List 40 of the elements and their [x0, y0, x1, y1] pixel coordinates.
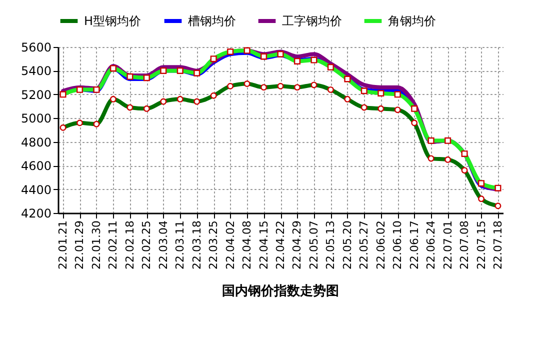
x-tick-label: 22.04.22 — [274, 220, 287, 270]
text: 国内钢价指数走势图 — [222, 282, 339, 299]
x-tick-label: 22.07.18 — [491, 220, 504, 270]
x-tick-label: 22.06.10 — [391, 220, 404, 270]
y-tick-label: 4600 — [20, 159, 52, 174]
x-tick-label: 22.02.18 — [123, 220, 136, 270]
legend-label: H型钢均价 — [84, 14, 142, 28]
legend-label: 工字钢均价 — [282, 14, 342, 28]
x-tick-label: 22.04.29 — [290, 220, 304, 270]
x-tick-label: 22.06.17 — [408, 220, 421, 270]
x-tick-label: 22.05.07 — [307, 220, 320, 270]
x-tick-label: 22.07.08 — [458, 220, 472, 270]
x-tick-label: 22.01.29 — [73, 220, 86, 270]
y-tick-label: 5600 — [20, 40, 52, 54]
y-tick-label: 5200 — [20, 88, 52, 102]
x-tick-label: 22.05.27 — [358, 220, 371, 270]
x-tick-label: 22.02.25 — [140, 220, 154, 270]
x-tick-label: 22.04.02 — [224, 220, 237, 270]
x-tick-label: 22.07.01 — [441, 220, 454, 270]
x-tick-label: 22.06.24 — [424, 220, 438, 270]
legend-label: 槽钢均价 — [188, 14, 236, 28]
x-tick-label: 22.03.11 — [174, 220, 187, 270]
y-tick-label: 5000 — [20, 112, 52, 126]
x-tick-label: 22.03.04 — [156, 220, 170, 270]
x-tick-label: 22.06.02 — [374, 220, 388, 270]
legend-label: 角钢均价 — [388, 14, 436, 28]
x-tick-label: 22.07.15 — [474, 220, 488, 270]
x-tick-label: 22.05.20 — [340, 220, 354, 270]
x-tick-label: 22.05.13 — [324, 220, 338, 270]
y-tick-label: 5400 — [20, 64, 52, 78]
x-tick-label: 22.01.21 — [56, 220, 70, 270]
x-tick-label: 22.02.11 — [106, 220, 120, 270]
x-tick-label: 22.01.30 — [90, 220, 103, 270]
y-tick-label: 4400 — [20, 182, 52, 197]
x-tick-label: 22.03.25 — [207, 220, 220, 270]
x-tick-label: 22.03.18 — [190, 220, 204, 270]
y-tick-label: 4800 — [20, 135, 52, 150]
x-tick-label: 22.04.08 — [240, 220, 254, 270]
x-tick-label: 22.04.15 — [257, 220, 270, 270]
y-tick-label: 4200 — [20, 206, 52, 220]
